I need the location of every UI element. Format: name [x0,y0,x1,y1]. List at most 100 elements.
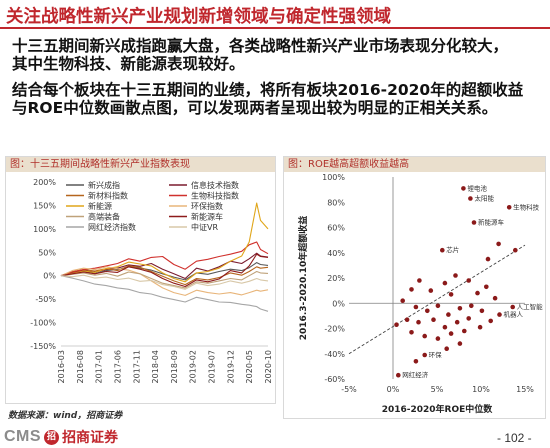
legend-label: 高端装备 [88,212,120,222]
y-tick-label: -150% [30,342,56,351]
scatter-point [468,196,473,201]
point-label: 生物科技 [513,202,540,211]
x-tick-label: 2019-02 [189,350,198,383]
scatter-point [510,304,515,310]
y-tick-label: 60% [327,224,345,233]
y-tick-label: 100% [322,173,345,182]
legend-label: 新能源车 [191,212,223,222]
scatter-point [461,186,466,191]
scatter-point [497,312,502,317]
x-tick-label: -5% [341,385,357,394]
index-performance-chart-title: 图：十三五期间战略性新兴产业指数表现 [6,157,275,172]
y-tick-label: -40% [324,350,345,359]
logo-mark-icon: 招 [44,429,60,445]
scatter-point [442,324,448,330]
scatter-point [475,290,480,296]
y-tick-label: 80% [327,198,345,207]
scatter-point [413,359,419,364]
paragraph-2-line-2: 与ROE中位数画散点图，可以发现两者呈现出较为明显的正相关关系。 [12,99,498,117]
x-tick-label: 2017-11 [132,350,141,383]
scatter-point [469,303,474,309]
scatter-point [444,346,449,351]
scatter-point [404,317,410,322]
scatter-point [431,317,436,322]
x-tick-label: 2017-01 [95,350,104,383]
y-tick-label: 20% [327,274,345,283]
scatter-point [488,318,493,324]
data-source-note: 数据来源：wind，招商证券 [8,411,123,421]
y-tick-label: 200% [33,178,56,187]
point-label: 芯片 [446,245,459,254]
series-line-2 [60,265,269,286]
scatter-point [496,241,501,247]
page-number: - 102 - [497,431,532,445]
scatter-point [409,330,414,335]
x-tick-label: 5% [431,385,444,394]
y-tick-label: -60% [324,375,345,384]
scatter-point [485,256,491,262]
point-label: 新能源车 [478,217,505,226]
scatter-point [484,284,489,290]
scatter-point [442,280,448,286]
point-label: 太阳能 [474,193,494,202]
scatter-point [422,352,427,358]
point-label: 环保 [429,350,443,359]
scatter-point [457,341,463,346]
x-tick-label: 2018-04 [151,350,160,383]
scatter-point [462,328,467,334]
x-tick-label: 2019-12 [226,350,235,383]
scatter-point [435,303,441,309]
paragraph-1-line-2: 其中生物科技、新能源表现较好。 [12,55,245,73]
scatter-point [466,278,471,283]
x-axis-title: 2016-2020年ROE中位数 [382,403,494,415]
y-tick-label: -100% [30,319,56,328]
scatter-point [416,319,421,325]
y-tick-label: 150% [33,201,56,210]
title-underline [0,27,550,29]
series-line-7 [60,253,269,288]
y-tick-label: 40% [327,249,345,258]
scatter-marks: 100% 80% 60% 40% 20% 0% -20% -40% -60%-5% 0% 5% 10%… [322,173,543,394]
legend-label: 信息技术指数 [191,180,239,190]
point-label: 机器人 [503,310,523,319]
series-line-6 [60,270,269,289]
x-tick-label: 2017-06 [113,350,122,383]
paragraph-1-line-1: 十三五期间新兴成指跑赢大盘，各类战略性新兴产业市场表现分化较大， [12,37,509,55]
series-line-5 [60,266,269,296]
scatter-point [454,319,460,325]
scatter-point [409,287,414,292]
company-logo: CMS 招 招商证券 [4,428,118,446]
scatter-point [477,324,483,330]
scatter-point [479,308,485,314]
y-tick-label: 50% [38,248,56,257]
trendline [348,244,526,355]
series-line-9 [60,274,269,290]
legend-label: 新材料指数 [88,191,128,201]
scatter-point [413,304,419,310]
index-performance-line-chart: 200% 150% 100% 50% 0% -50% -100% -150%2016-03 20… [30,178,273,383]
scatter-point [492,295,498,301]
point-label: 网红经济 [402,370,429,379]
scatter-point [396,372,401,378]
point-label: 锂电池 [467,183,487,192]
scatter-point [471,220,477,225]
paragraph-2-line-1: 结合每个板块在十三五期间的业绩，将所有板块2016-2020年的超额收益 [12,81,524,99]
scatter-point [448,331,454,336]
legend-label: 网红经济指数 [88,222,136,232]
line-chart-marks: 200% 150% 100% 50% 0% -50% -100% -150%2016-03 20… [30,178,273,383]
y-tick-label: -20% [324,325,345,334]
x-tick-label: 0% [387,385,400,394]
y-axis-title: 2016.3-2020.10年超额收益 [297,216,309,340]
y-tick-label: -50% [35,295,56,304]
point-label: 人工智能 [517,302,544,311]
scatter-point [417,278,422,283]
roe-excess-return-scatter-chart: 100% 80% 60% 40% 20% 0% -20% -40% -60%-5% 0% 5% 10%… [297,173,543,415]
scatter-point [428,288,434,293]
legend-label: 环保指数 [191,201,223,211]
page-title: 关注战略性新兴产业规划新增领域与确定性强领域 [6,7,391,27]
legend-label: 中证VR [191,222,218,232]
legend-label: 生物科技指数 [191,191,239,201]
scatter-point [422,333,427,339]
scatter-point [448,292,454,297]
scatter-point [506,205,512,210]
